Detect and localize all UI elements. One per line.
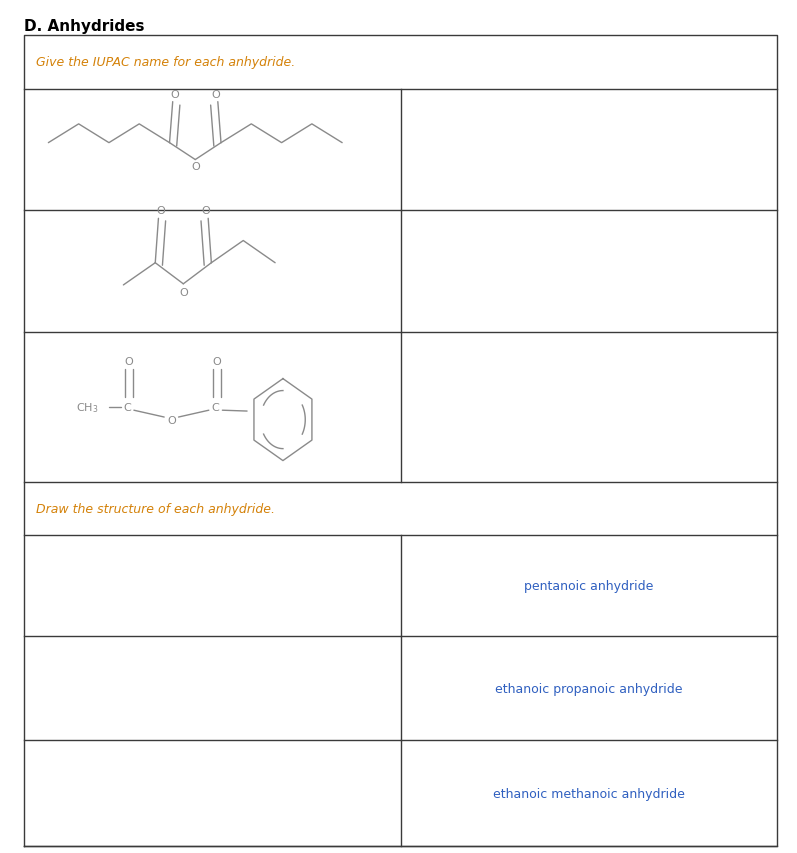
Text: Give the IUPAC name for each anhydride.: Give the IUPAC name for each anhydride. — [36, 56, 295, 69]
Text: ethanoic methanoic anhydride: ethanoic methanoic anhydride — [493, 786, 685, 800]
Text: ethanoic propanoic anhydride: ethanoic propanoic anhydride — [495, 682, 683, 695]
Text: CH$_3$: CH$_3$ — [76, 400, 98, 415]
Text: O: O — [202, 206, 210, 216]
Text: O: O — [156, 206, 165, 216]
Text: O: O — [213, 357, 221, 366]
Text: C: C — [124, 403, 132, 412]
Text: C: C — [211, 403, 219, 412]
Text: O: O — [171, 90, 179, 100]
Text: O: O — [125, 357, 133, 366]
Text: Draw the structure of each anhydride.: Draw the structure of each anhydride. — [36, 502, 275, 515]
Text: O: O — [211, 90, 220, 100]
Text: pentanoic anhydride: pentanoic anhydride — [524, 579, 654, 593]
Text: O: O — [179, 288, 187, 298]
Text: D. Anhydrides: D. Anhydrides — [24, 19, 144, 34]
Text: O: O — [191, 162, 199, 172]
Text: O: O — [167, 415, 175, 425]
